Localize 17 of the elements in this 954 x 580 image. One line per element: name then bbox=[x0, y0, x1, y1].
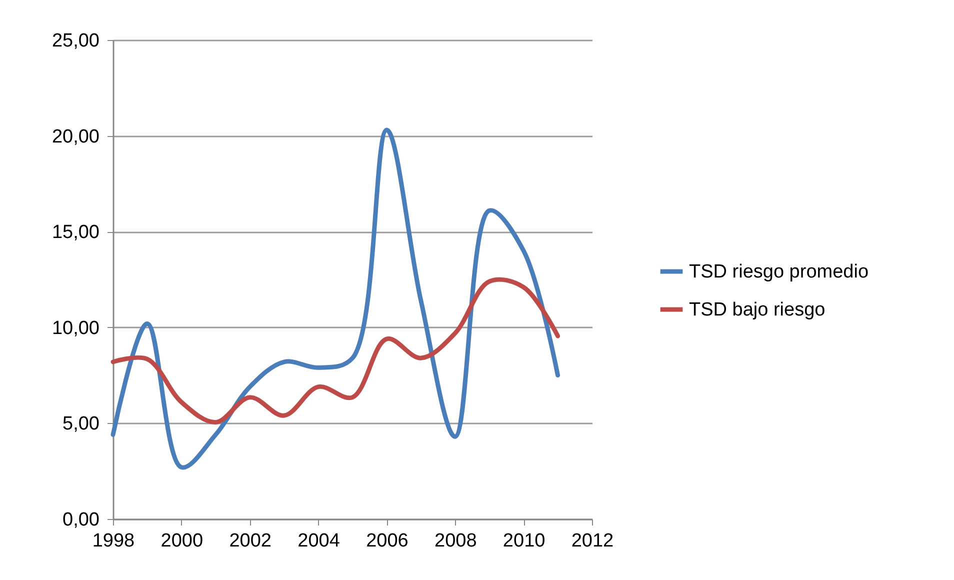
y-tick-label: 10,00 bbox=[52, 318, 100, 339]
y-tick-label: 15,00 bbox=[52, 222, 100, 244]
legend-label: TSD bajo riesgo bbox=[689, 300, 826, 320]
x-tick-label: 1998 bbox=[92, 530, 135, 552]
y-tick-label: 5,00 bbox=[62, 414, 100, 435]
y-tick-label: 0,00 bbox=[62, 510, 100, 530]
legend-label: TSD riesgo promedio bbox=[689, 262, 869, 282]
line-series bbox=[110, 128, 560, 470]
x-tick-label: 2010 bbox=[502, 530, 546, 552]
x-tick-label: 2000 bbox=[160, 530, 204, 552]
x-tick-label: 2008 bbox=[434, 530, 477, 552]
x-tick-label: 2002 bbox=[229, 530, 272, 552]
x-tick-label: 2004 bbox=[298, 530, 340, 552]
y-tick-label: 20,00 bbox=[52, 126, 100, 148]
x-tick-label: 2006 bbox=[366, 530, 408, 552]
x-tick-label: 2012 bbox=[571, 530, 614, 552]
y-tick-label: 25,00 bbox=[52, 30, 100, 52]
